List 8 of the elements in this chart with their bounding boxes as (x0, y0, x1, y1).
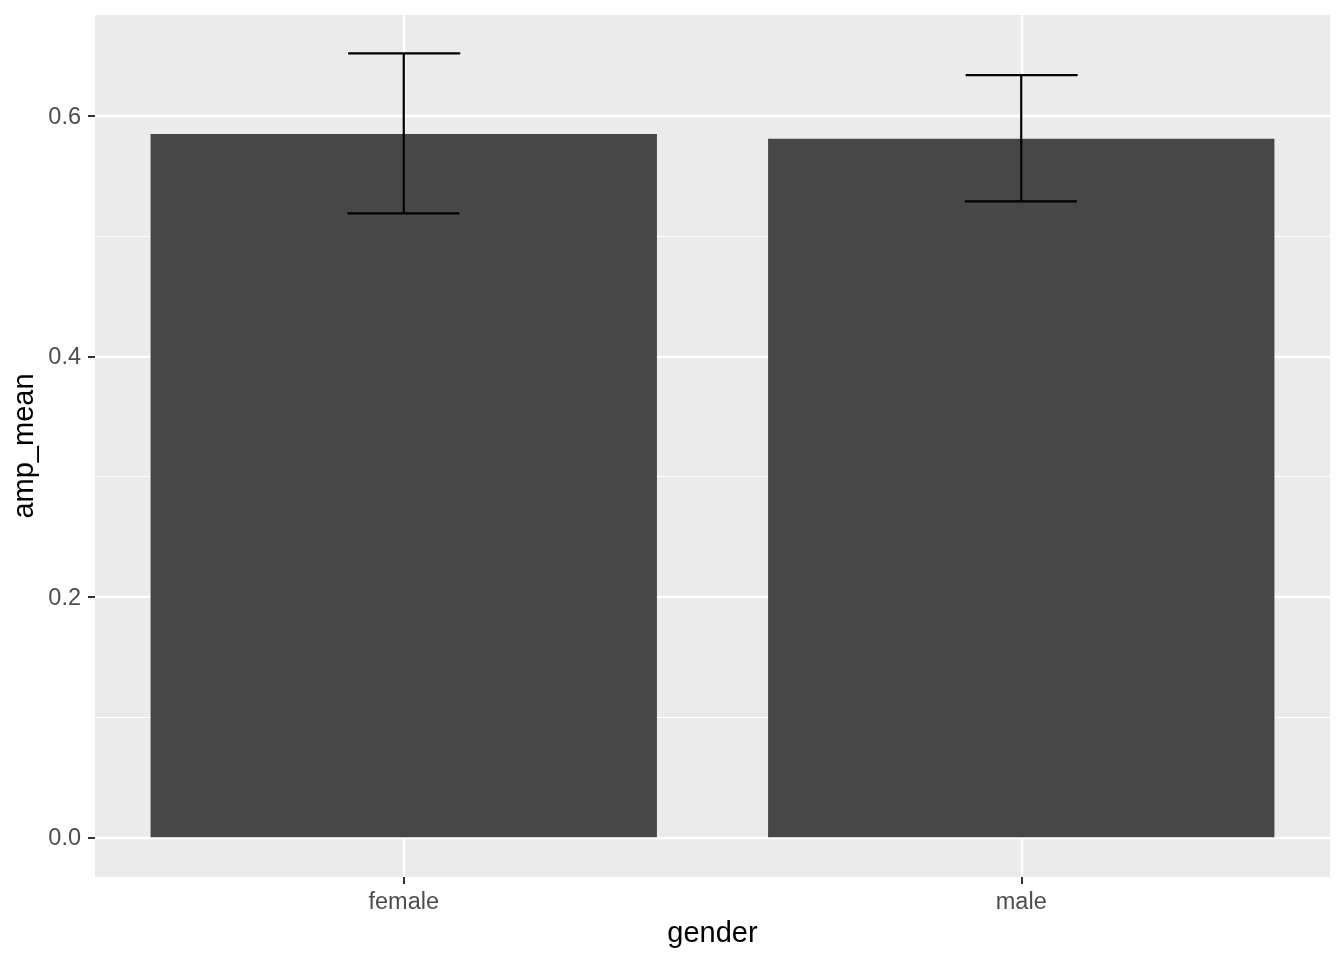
y-axis-title: amp_mean (6, 373, 39, 519)
x-axis-title: gender (667, 916, 758, 949)
x-tick-label: female (368, 888, 440, 914)
x-tick-label: male (995, 888, 1047, 914)
y-tick-label: 0.0 (48, 824, 81, 851)
y-tick-label: 0.4 (48, 343, 81, 370)
y-tick-label: 0.6 (48, 102, 81, 129)
y-tick-label: 0.2 (48, 583, 81, 610)
